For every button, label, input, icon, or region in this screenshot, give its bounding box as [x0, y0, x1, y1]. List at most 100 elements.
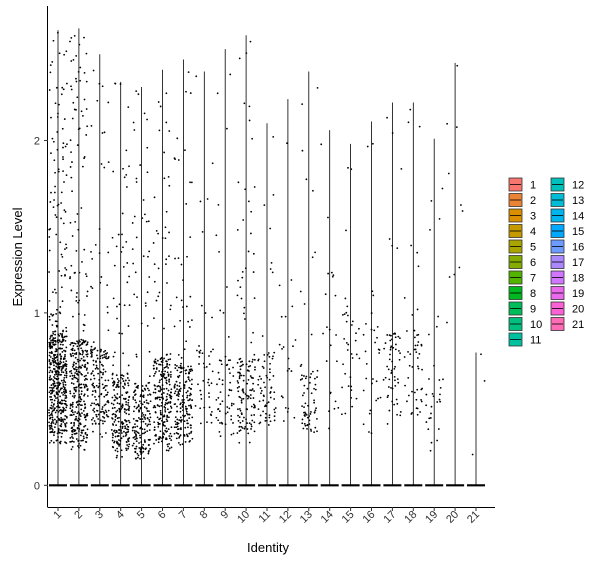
- data-point: [90, 355, 93, 358]
- data-point: [50, 384, 53, 387]
- data-point: [58, 363, 61, 366]
- data-point: [337, 406, 340, 409]
- data-point: [254, 406, 256, 409]
- data-point: [221, 379, 224, 382]
- data-point: [133, 436, 136, 438]
- data-point: [189, 181, 191, 184]
- data-point: [56, 382, 59, 384]
- data-point: [362, 333, 365, 336]
- data-point: [65, 330, 68, 333]
- data-point: [140, 415, 143, 418]
- data-point: [388, 358, 391, 361]
- data-point: [188, 326, 191, 328]
- data-point: [211, 316, 213, 319]
- data-point: [77, 445, 79, 447]
- data-point: [86, 414, 89, 417]
- data-point: [218, 410, 221, 413]
- data-point: [75, 299, 78, 302]
- data-point: [236, 294, 239, 297]
- data-point: [125, 403, 128, 406]
- data-point: [370, 432, 373, 435]
- data-point: [304, 377, 307, 380]
- data-point: [182, 403, 184, 406]
- legend-label: 16: [572, 242, 584, 254]
- data-point: [350, 397, 353, 399]
- data-point: [94, 422, 97, 425]
- data-point: [76, 427, 79, 429]
- data-point: [264, 405, 266, 408]
- data-point: [287, 407, 290, 410]
- data-point: [126, 262, 129, 264]
- data-point: [83, 324, 86, 327]
- data-point: [280, 395, 283, 398]
- data-point: [164, 366, 167, 369]
- data-point: [417, 365, 419, 368]
- data-point: [251, 360, 254, 363]
- data-point: [185, 433, 188, 436]
- data-point: [92, 363, 95, 366]
- data-point: [71, 430, 74, 433]
- data-point: [57, 429, 60, 432]
- data-point: [106, 391, 109, 394]
- data-point: [55, 409, 58, 412]
- data-point: [99, 281, 102, 284]
- data-point: [210, 421, 213, 424]
- data-point: [62, 383, 65, 386]
- data-point: [53, 382, 56, 385]
- data-point: [72, 367, 75, 370]
- data-point: [344, 297, 347, 300]
- data-point: [58, 103, 60, 106]
- data-point: [194, 404, 197, 407]
- data-point: [174, 390, 177, 393]
- data-point: [83, 248, 86, 251]
- data-point: [164, 425, 166, 427]
- data-point: [189, 92, 192, 94]
- data-point: [80, 408, 83, 411]
- data-point: [170, 407, 173, 409]
- data-point: [118, 402, 121, 405]
- data-point: [65, 50, 68, 53]
- data-point: [329, 391, 332, 394]
- data-point: [142, 255, 145, 258]
- data-point: [125, 401, 128, 403]
- data-point: [178, 385, 181, 388]
- data-point: [126, 428, 128, 431]
- data-point: [226, 127, 228, 130]
- data-point: [230, 415, 233, 417]
- data-point: [251, 358, 254, 361]
- data-point: [103, 404, 106, 407]
- data-point: [131, 222, 134, 224]
- data-point: [430, 405, 433, 408]
- data-point: [175, 437, 178, 440]
- data-point: [79, 359, 81, 362]
- data-point: [221, 383, 224, 386]
- data-point: [138, 400, 141, 403]
- data-point: [243, 416, 245, 419]
- data-point: [126, 377, 129, 379]
- data-point: [136, 431, 139, 434]
- data-point: [73, 349, 76, 352]
- data-point: [158, 405, 161, 408]
- data-point: [62, 88, 65, 91]
- data-point: [415, 398, 418, 401]
- data-point: [178, 374, 181, 377]
- data-point: [113, 430, 115, 433]
- data-point: [69, 276, 72, 278]
- data-point: [300, 374, 303, 377]
- data-point: [127, 401, 130, 404]
- data-point: [395, 398, 398, 401]
- data-point: [167, 445, 169, 448]
- data-point: [251, 419, 254, 422]
- legend-item-5: 5: [508, 239, 536, 254]
- data-point: [185, 369, 188, 372]
- data-point: [122, 422, 125, 425]
- x-tick-label: 13: [298, 509, 315, 526]
- data-point: [59, 347, 61, 350]
- data-point: [85, 52, 88, 55]
- data-point: [148, 250, 151, 253]
- x-tick-label: 20: [444, 509, 461, 526]
- data-point: [132, 442, 135, 445]
- data-point: [92, 359, 95, 362]
- data-point: [351, 405, 354, 408]
- data-point: [249, 389, 252, 392]
